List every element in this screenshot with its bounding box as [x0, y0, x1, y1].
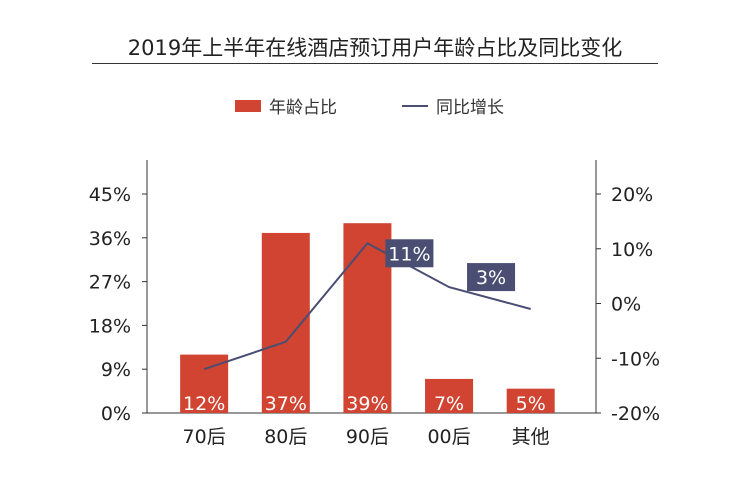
chart-title: 2019年上半年在线酒店预订用户年龄占比及同比变化 — [127, 36, 623, 60]
right-tick-label: 10% — [611, 239, 653, 261]
bar-data-label: 7% — [434, 393, 464, 415]
right-tick-label: 0% — [611, 294, 641, 316]
legend-item-line: 同比增长 — [402, 93, 504, 118]
line-data-label: 11% — [388, 243, 430, 265]
x-tick-label: 00后 — [427, 426, 470, 448]
right-tick-label: 20% — [611, 184, 653, 206]
bar-data-label: 39% — [346, 393, 388, 415]
legend-label-bar: 年龄占比 — [269, 98, 337, 118]
right-tick-label: -10% — [611, 348, 660, 370]
legend-item-bar: 年龄占比 — [235, 93, 337, 118]
left-tick-label: 36% — [89, 228, 131, 250]
bar — [506, 388, 555, 413]
line-data-label: 3% — [476, 267, 506, 289]
left-tick-label: 0% — [101, 403, 131, 425]
legend-swatch-line — [402, 104, 428, 107]
bar-data-label: 37% — [265, 393, 307, 415]
left-tick-label: 18% — [89, 315, 131, 337]
line-label-box — [385, 239, 434, 268]
x-tick-label: 其他 — [512, 426, 550, 448]
left-tick-label: 9% — [101, 359, 131, 381]
left-tick-label: 45% — [89, 184, 131, 206]
x-tick-label: 90后 — [346, 426, 389, 448]
line-label-box — [467, 263, 516, 292]
right-tick-label: -20% — [611, 403, 660, 425]
x-tick-label: 80后 — [264, 426, 307, 448]
bar — [343, 223, 392, 413]
growth-line — [203, 242, 531, 371]
left-tick-label: 27% — [89, 272, 131, 294]
bar-data-label: 12% — [183, 393, 225, 415]
bar-data-label: 5% — [516, 393, 546, 415]
title-underline — [92, 63, 658, 64]
legend-swatch-bar — [235, 99, 261, 112]
x-tick-label: 70后 — [183, 426, 226, 448]
bar — [425, 378, 474, 413]
legend-label-line: 同比增长 — [436, 98, 504, 118]
